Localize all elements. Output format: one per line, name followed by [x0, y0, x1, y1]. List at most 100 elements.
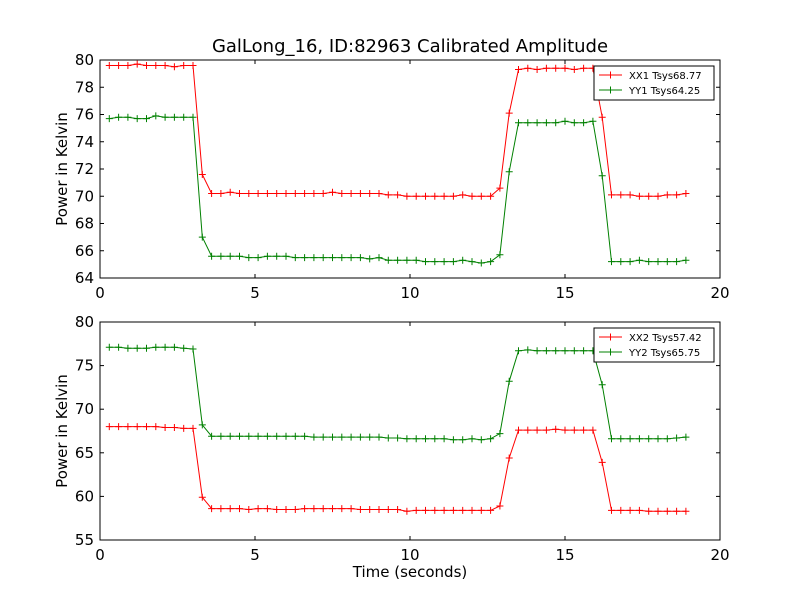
chart2-series-1-point	[384, 506, 392, 513]
chart2-series-1-point	[505, 454, 513, 462]
chart2-series-1-point	[189, 424, 197, 432]
chart2-series-2-point	[170, 343, 178, 351]
chart1-series-2-point	[133, 115, 141, 123]
chart2-series-2-point	[635, 435, 643, 443]
chart1-series-2-point	[254, 254, 262, 262]
chart2-series-2-point	[394, 434, 402, 442]
chart1-series-1-point	[598, 113, 606, 121]
chart1-series-1-point	[515, 66, 522, 73]
chart2-series-1-point	[263, 505, 271, 513]
chart1-series-2-point	[366, 255, 374, 263]
chart2-y-tick-label: 60	[75, 487, 94, 505]
chart1-series-1-point	[617, 191, 625, 199]
chart1-series-2-point	[394, 256, 402, 264]
chart1-series-1-point	[282, 190, 290, 197]
chart1-series-2-point	[431, 258, 439, 266]
chart2-series-2-point	[570, 347, 578, 355]
chart2-series-2-point	[366, 433, 374, 441]
chart2-series-1-point	[589, 426, 597, 434]
chart1-series-1-point	[635, 192, 643, 200]
chart2-series-1-point	[226, 505, 234, 513]
chart1-series-1-point	[189, 62, 197, 69]
chart2-series-2-point	[273, 432, 281, 440]
chart2-series-2-point	[673, 434, 681, 442]
chart2-series-1-point	[440, 506, 448, 514]
chart1-series-2-point	[115, 113, 123, 121]
chart1-series-1-point	[180, 62, 188, 69]
chart2-series-2-point	[254, 432, 262, 440]
chart1-y-tick-label: 70	[75, 187, 94, 205]
chart2-series-1-point	[673, 507, 681, 515]
chart2-series-2-point	[245, 432, 253, 440]
chart1-y-axis-label: Power in Kelvin	[53, 112, 71, 226]
chart2-series-1-point	[180, 424, 188, 432]
chart1-series-1-point	[152, 62, 160, 69]
chart1-series-1-point	[115, 62, 123, 69]
chart2-series-1-point	[236, 505, 243, 513]
chart2-series-1-point	[598, 458, 606, 466]
chart2-series-2-point	[329, 433, 336, 441]
chart1-series-2-point	[161, 113, 169, 121]
chart1-series-1-point	[524, 64, 532, 72]
chart2-series-1-point	[245, 506, 253, 513]
chart2-x-tick-label: 5	[250, 546, 260, 564]
chart2-series-2-point	[440, 435, 448, 443]
chart1-x-tick-label: 15	[555, 284, 574, 302]
chart1-series-1-point	[552, 64, 560, 72]
chart1-series-1-point	[217, 190, 225, 197]
chart1-series-2-point	[663, 258, 671, 266]
chart1-series-1-point	[105, 62, 113, 69]
chart1-series-2-point	[598, 172, 606, 180]
chart1-series-1-point	[394, 191, 402, 199]
chart1-series-2-point	[496, 251, 504, 259]
chart2-series-2-point	[487, 435, 495, 443]
chart2-series-2-point	[384, 434, 392, 442]
chart1-series-2-point	[375, 254, 383, 262]
chart2-series-2-point	[356, 433, 364, 441]
chart2-series-1-point	[105, 423, 113, 431]
chart1-series-2-point	[673, 258, 681, 266]
chart1-series-2-point	[236, 252, 243, 260]
chart2-series-1-point	[635, 506, 643, 514]
chart2-series-1-point	[431, 506, 439, 514]
chart2-series-2-point	[105, 343, 113, 351]
chart1-series-2-point	[189, 113, 197, 121]
chart2-series-1-point	[533, 426, 541, 434]
chart1-series-2-point	[635, 256, 643, 264]
chart2-series-2-point	[291, 432, 299, 440]
chart2-series-2-point	[524, 346, 532, 354]
chart2-series-1-point	[477, 506, 485, 514]
chart2-series-1-point	[570, 426, 578, 434]
chart1-series-1-point	[329, 188, 336, 196]
chart2-series-1-point	[301, 505, 309, 513]
chart1-series-1	[105, 60, 690, 200]
chart1-series-1-point	[449, 192, 457, 200]
chart2-series-1-point	[133, 423, 141, 431]
chart1-series-1-point	[170, 63, 178, 71]
chart1-y-tick-label: 68	[75, 215, 94, 233]
chart1-series-1-point	[645, 192, 653, 200]
chart2-series-2-point	[598, 381, 606, 389]
chart1-series-1-point	[608, 191, 615, 199]
chart2-series-2-point	[198, 421, 206, 429]
chart1-y-tick-label: 64	[75, 269, 94, 287]
chart2-series-2-point	[496, 430, 504, 438]
chart1-legend-label-1: XX1 Tsys68.77	[629, 71, 702, 82]
chart1-series-1-point	[161, 62, 169, 69]
chart2-series-2-point	[505, 377, 513, 385]
chart1-series-2-point	[319, 254, 327, 262]
chart1-series-1-point	[143, 62, 150, 69]
chart1-series-1-point	[570, 66, 578, 73]
chart1-series-1-point	[561, 64, 569, 72]
chart1-series-1-point	[496, 184, 504, 192]
chart2-series-1-point	[449, 506, 457, 514]
chart1-series-2-point	[542, 119, 550, 127]
chart1-series-1-point	[477, 192, 485, 200]
chart2-series-1-point	[617, 506, 625, 514]
chart1-series-2-point	[282, 252, 290, 260]
chart1-series-1-point	[682, 190, 690, 197]
chart1-series-2-point	[245, 254, 253, 262]
chart2-series-2-point	[515, 347, 522, 355]
chart2-series-1-point	[347, 505, 355, 513]
chart1-series-1-point	[273, 190, 281, 197]
